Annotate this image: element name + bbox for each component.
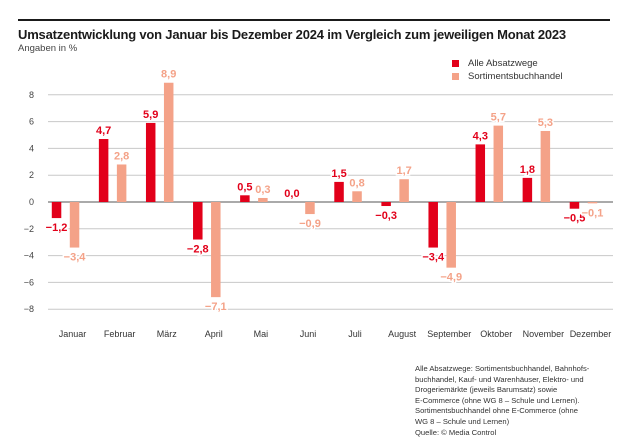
legend-label: Alle Absatzwege (468, 58, 538, 69)
y-tick-label: 6 (29, 117, 34, 127)
bar-sortimentsbuchhandel (211, 202, 221, 298)
x-tick-label: Juni (300, 329, 317, 339)
legend-item-alle-absatzwege: Alle Absatzwege (452, 57, 563, 70)
note-line: Quelle: © Media Control (415, 427, 497, 437)
data-label: 0,0 (284, 188, 299, 200)
bar-sortimentsbuchhandel (587, 202, 598, 204)
data-label: 0,8 (349, 177, 364, 189)
note-line: E-Commerce (ohne WG 8 – Schule und Lerne… (415, 395, 580, 405)
data-label: 4,7 (96, 125, 111, 137)
y-tick-label: −2 (24, 224, 34, 234)
note-line: Alle Absatzwege: Sortimentsbuchhandel, B… (415, 364, 590, 373)
y-tick-label: −8 (24, 304, 34, 314)
bar-alle-absatzwege (334, 181, 344, 202)
bar-alle-absatzwege (145, 122, 156, 202)
note-line: WG 8 – Schule und Lernen) (415, 416, 510, 426)
y-tick-label: 8 (29, 90, 34, 100)
bar-sortimentsbuchhandel (116, 164, 127, 202)
bar-sortimentsbuchhandel (540, 130, 551, 202)
bar-sortimentsbuchhandel (446, 202, 456, 268)
legend-swatch-salmon (452, 73, 459, 80)
x-tick-label: Januar (59, 329, 87, 339)
data-label: −7,1 (205, 301, 227, 313)
chart-title: Umsatzentwicklung von Januar bis Dezembe… (18, 27, 566, 42)
x-tick-label: Mai (254, 329, 269, 339)
data-label: −3,4 (422, 252, 445, 264)
legend-swatch-red (452, 60, 459, 67)
data-label: 1,5 (331, 168, 346, 180)
bar-sortimentsbuchhandel (69, 202, 80, 248)
note-line: Drogeriemärkte (jeweils Barumsatz) sowie (415, 385, 558, 395)
data-label: 1,7 (396, 165, 411, 177)
y-tick-label: −4 (24, 251, 34, 261)
data-label: 5,3 (538, 117, 553, 129)
data-label: 5,7 (491, 112, 506, 124)
bar-alle-absatzwege (98, 139, 109, 202)
bar-sortimentsbuchhandel (352, 191, 362, 202)
data-label: −0,1 (582, 207, 604, 219)
data-label: 1,8 (520, 164, 535, 176)
y-tick-label: 4 (29, 143, 34, 153)
data-label: −3,4 (64, 252, 87, 264)
data-label: 0,5 (237, 181, 252, 193)
bar-sortimentsbuchhandel (305, 202, 315, 215)
legend-label: Sortimentsbuchhandel (468, 71, 563, 82)
note-line: buchhandel, Kauf- und Warenhäuser, Elekt… (415, 374, 584, 384)
y-tick-label: 2 (29, 170, 34, 180)
x-tick-label: Juli (348, 329, 362, 339)
data-label: −2,8 (187, 244, 209, 256)
source-note: Alle Absatzwege: Sortimentsbuchhandel, B… (415, 364, 625, 438)
x-tick-label: April (205, 329, 223, 339)
data-label: −1,2 (46, 222, 68, 234)
data-label: −4,9 (440, 272, 462, 284)
x-tick-label: August (388, 329, 417, 339)
data-label: 5,9 (143, 109, 158, 121)
bar-alle-absatzwege (475, 144, 486, 202)
bar-alle-absatzwege (381, 202, 391, 207)
x-tick-label: September (427, 329, 471, 339)
x-tick-label: Oktober (480, 329, 512, 339)
x-tick-label: März (157, 329, 177, 339)
legend: Alle Absatzwege Sortimentsbuchhandel (452, 57, 563, 83)
data-label: 4,3 (473, 130, 488, 142)
bar-sortimentsbuchhandel (163, 82, 174, 202)
data-label: 0,3 (255, 184, 270, 196)
bar-alle-absatzwege (428, 202, 438, 248)
y-tick-label: 0 (29, 197, 34, 207)
bar-sortimentsbuchhandel (258, 197, 268, 202)
y-tick-label: −6 (24, 277, 34, 287)
x-tick-label: Februar (104, 329, 136, 339)
data-label: −0,5 (564, 213, 586, 225)
data-label: −0,9 (299, 218, 321, 230)
bar-sortimentsbuchhandel (493, 125, 504, 202)
top-rule (18, 19, 610, 21)
data-label: −0,3 (375, 210, 397, 222)
x-tick-label: November (523, 329, 565, 339)
bar-alle-absatzwege (240, 195, 250, 202)
bar-alle-absatzwege (569, 202, 580, 209)
bar-sortimentsbuchhandel (399, 179, 409, 202)
legend-item-sortimentsbuchhandel: Sortimentsbuchhandel (452, 70, 563, 83)
chart-subtitle: Angaben in % (18, 43, 78, 54)
bar-alle-absatzwege (522, 177, 533, 202)
bar-alle-absatzwege (193, 202, 203, 240)
bar-alle-absatzwege (51, 202, 62, 219)
note-line: Sortimentsbuchhandel ohne E-Commerce (oh… (415, 406, 578, 416)
data-label: 8,9 (161, 69, 176, 81)
x-tick-label: Dezember (570, 329, 612, 339)
data-label: 2,8 (114, 150, 129, 162)
